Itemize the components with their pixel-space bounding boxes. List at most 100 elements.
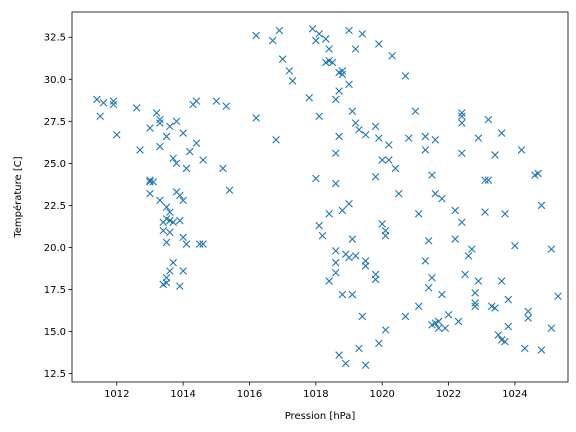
y-tick-label: 27.5 <box>44 117 66 128</box>
data-point <box>381 326 390 334</box>
data-point <box>156 115 164 124</box>
data-point <box>312 174 320 183</box>
data-point <box>351 45 360 53</box>
data-point <box>146 124 154 132</box>
x-tick-label: 1020 <box>369 389 394 400</box>
data-point <box>341 359 350 368</box>
data-point <box>192 139 201 147</box>
data-point <box>434 324 443 332</box>
data-point <box>152 109 161 117</box>
data-point <box>371 122 380 131</box>
data-point <box>219 164 227 173</box>
data-point <box>278 55 287 63</box>
data-point <box>169 154 177 163</box>
data-point <box>305 93 314 102</box>
data-point <box>404 134 413 142</box>
data-point <box>136 146 144 154</box>
data-point <box>322 35 330 43</box>
data-point <box>501 210 509 218</box>
data-point <box>345 199 353 208</box>
data-point <box>474 134 483 142</box>
x-tick-label: 1022 <box>436 389 461 400</box>
data-point <box>322 58 330 67</box>
data-point <box>156 142 164 151</box>
data-point <box>537 201 546 210</box>
data-point <box>547 324 556 332</box>
data-point <box>348 290 357 299</box>
data-point <box>378 220 386 228</box>
data-point <box>325 210 333 218</box>
data-point <box>467 245 476 253</box>
data-point <box>99 99 108 107</box>
data-point <box>162 278 171 287</box>
data-point <box>268 36 277 45</box>
data-point <box>109 100 118 109</box>
data-point <box>179 267 187 275</box>
data-point <box>361 262 370 270</box>
data-point <box>375 40 383 48</box>
data-point <box>176 191 184 200</box>
data-point <box>176 216 184 225</box>
data-point <box>335 351 343 359</box>
data-point <box>315 30 323 38</box>
data-point <box>182 240 191 248</box>
data-point <box>275 26 284 35</box>
data-point <box>225 186 234 195</box>
data-point <box>484 115 493 124</box>
data-point <box>288 77 297 85</box>
data-point <box>351 119 360 127</box>
data-point <box>458 218 466 227</box>
data-point <box>113 130 121 139</box>
x-tick-label: 1024 <box>502 389 527 400</box>
data-point <box>166 122 174 131</box>
data-point <box>385 156 393 164</box>
data-point <box>222 102 231 110</box>
data-point <box>458 119 466 127</box>
data-point <box>331 149 340 158</box>
y-axis: 12.5 15.0 17.5 20.0 22.5 25.0 27.5 30.0 32.5 <box>44 33 72 380</box>
data-point <box>388 51 396 60</box>
data-point <box>517 146 526 154</box>
data-point <box>252 114 260 122</box>
data-point <box>481 208 489 216</box>
data-point <box>458 112 466 121</box>
markers-layer <box>93 25 562 369</box>
data-point <box>179 129 187 137</box>
y-tick-label: 30.0 <box>44 75 66 86</box>
data-point <box>331 247 340 255</box>
data-point <box>185 147 194 156</box>
data-point <box>504 295 513 304</box>
data-point <box>534 169 542 178</box>
y-tick-label: 15.0 <box>44 327 66 338</box>
data-point <box>195 240 204 248</box>
data-point <box>471 289 479 297</box>
data-point <box>438 290 446 299</box>
data-point <box>162 132 171 141</box>
data-point <box>149 178 158 186</box>
data-point <box>345 26 353 35</box>
data-point <box>474 277 483 285</box>
data-point <box>424 284 433 292</box>
data-point <box>438 194 446 203</box>
data-point <box>504 322 513 331</box>
data-point <box>335 132 343 141</box>
data-point <box>461 270 469 279</box>
data-point <box>345 253 353 262</box>
data-point <box>414 210 423 218</box>
data-point <box>166 228 174 237</box>
data-point <box>312 36 320 45</box>
data-point <box>169 218 177 227</box>
data-point <box>192 97 201 105</box>
x-tick-label: 1016 <box>237 389 262 400</box>
data-point <box>156 196 164 205</box>
data-point <box>471 302 479 311</box>
data-point <box>401 72 410 80</box>
data-point <box>169 258 177 267</box>
data-point <box>93 95 101 104</box>
data-point <box>199 156 207 164</box>
data-point <box>166 208 174 216</box>
y-tick-label: 12.5 <box>44 369 66 380</box>
data-point <box>414 302 423 311</box>
data-point <box>338 290 347 299</box>
